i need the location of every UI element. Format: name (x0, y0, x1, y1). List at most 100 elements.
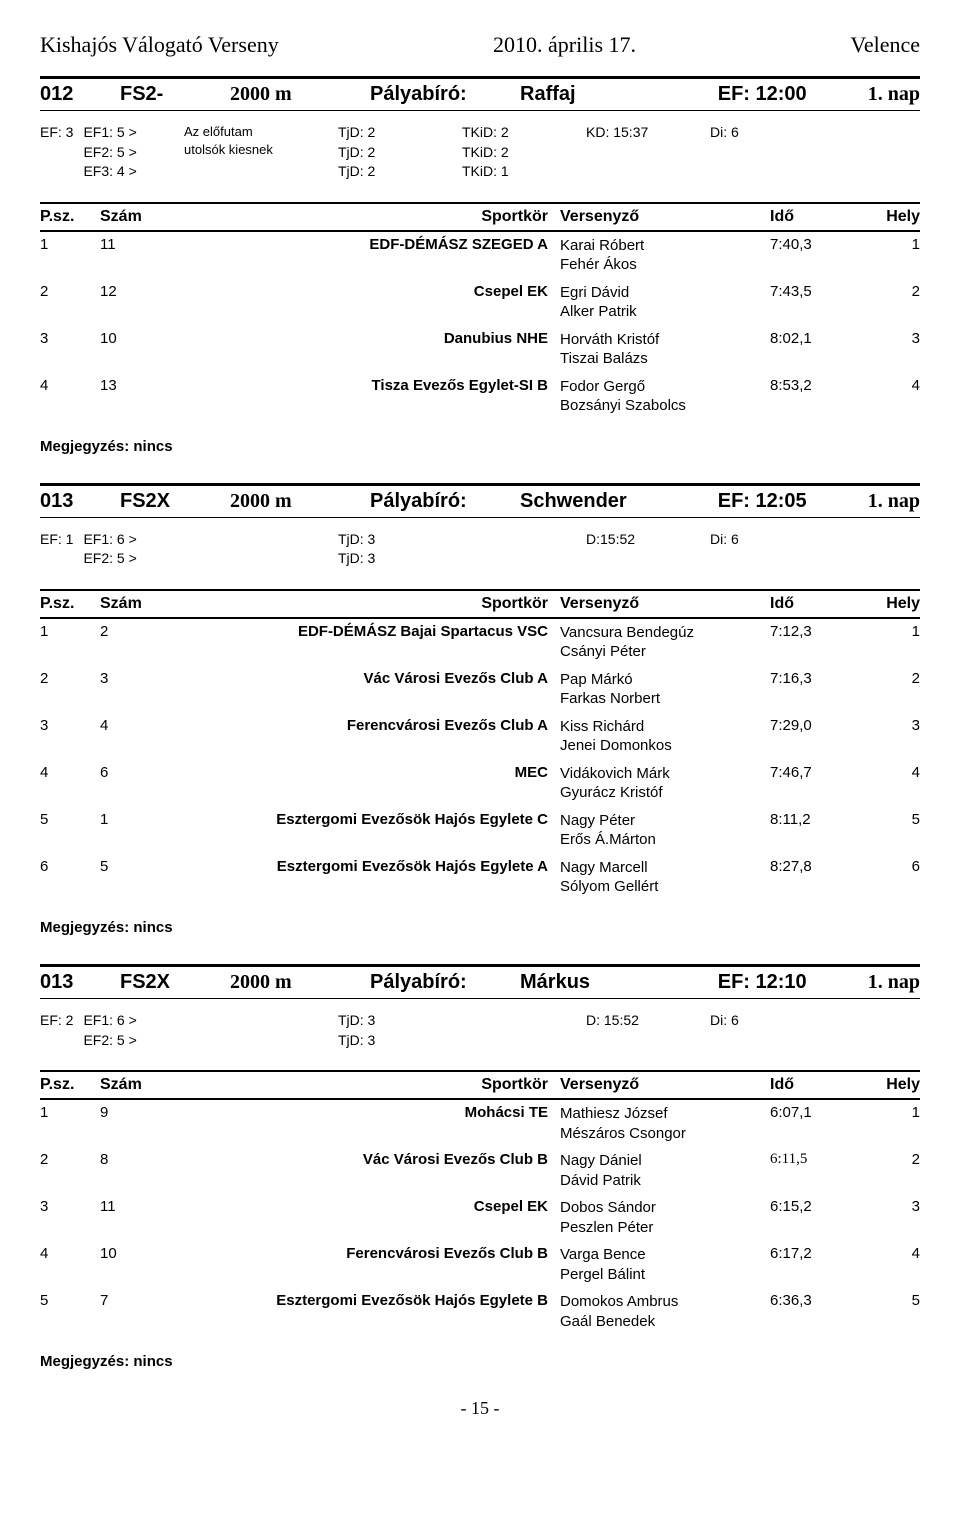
race-ef: EF: 12:05 (718, 490, 848, 513)
race-day: 1. nap (868, 490, 920, 513)
result-row: 23Vác Városi Evezős Club APap MárkóFarka… (40, 666, 920, 713)
cell-time: 7:43,5 (770, 283, 860, 300)
meta-kd: D:15:52 (586, 530, 686, 550)
th-time: Idő (770, 1076, 860, 1094)
meta-note: Az előfutamutolsók kiesnek (184, 123, 314, 159)
competitor-name: Vidákovich Márk (560, 764, 770, 784)
cell-club: Vác Városi Evezős Club B (170, 1151, 560, 1168)
meta-tjd: TjD: 3TjD: 3 (338, 530, 438, 569)
cell-names: Nagy PéterErős Á.Márton (560, 811, 770, 850)
competitor-name: Egri Dávid (560, 283, 770, 303)
cell-time: 8:11,2 (770, 811, 860, 828)
cell-time: 6:15,2 (770, 1198, 860, 1215)
cell-szam: 12 (100, 283, 170, 300)
competitor-name: Dobos Sándor (560, 1198, 770, 1218)
cell-place: 2 (860, 670, 920, 687)
cell-names: Horváth KristófTiszai Balázs (560, 330, 770, 369)
competitor-name: Horváth Kristóf (560, 330, 770, 350)
tkid-line: TKiD: 2 (462, 123, 562, 143)
result-row: 111EDF-DÉMÁSZ SZEGED AKarai RóbertFehér … (40, 232, 920, 279)
note-label: Megjegyzés: (40, 438, 133, 455)
cell-szam: 10 (100, 330, 170, 347)
note-line: Megjegyzés: nincs (40, 438, 920, 455)
cell-place: 4 (860, 377, 920, 394)
cell-psz: 4 (40, 764, 100, 781)
result-row: 19Mohácsi TEMathiesz JózsefMészáros Cson… (40, 1100, 920, 1147)
cell-names: Dobos SándorPeszlen Péter (560, 1198, 770, 1237)
cell-psz: 2 (40, 670, 100, 687)
meta-kd: KD: 15:37 (586, 123, 686, 143)
cell-psz: 6 (40, 858, 100, 875)
cell-psz: 4 (40, 1245, 100, 1262)
th-place: Hely (860, 595, 920, 613)
race-distance: 2000 m (230, 490, 350, 513)
header-right: Velence (850, 32, 920, 58)
competitor-name: Csányi Péter (560, 642, 770, 662)
meta-di: Di: 6 (710, 123, 770, 143)
competitor-name: Erős Á.Márton (560, 830, 770, 850)
cell-club: MEC (170, 764, 560, 781)
page-number: - 15 - (40, 1398, 920, 1419)
cell-names: Pap MárkóFarkas Norbert (560, 670, 770, 709)
competitor-name: Tiszai Balázs (560, 349, 770, 369)
page-header: Kishajós Válogató Verseny 2010. április … (40, 32, 920, 58)
cell-club: Csepel EK (170, 283, 560, 300)
meta-di: Di: 6 (710, 530, 770, 550)
cell-psz: 2 (40, 1151, 100, 1168)
note-value: nincs (133, 919, 172, 936)
competitor-name: Pap Márkó (560, 670, 770, 690)
cell-psz: 3 (40, 330, 100, 347)
note-line: Megjegyzés: nincs (40, 1353, 920, 1370)
race-meta: EF: 3EF1: 5 >EF2: 5 >EF3: 4 >Az előfutam… (40, 111, 920, 202)
note-line-text: Az előfutam (184, 123, 314, 141)
cell-time: 6:17,2 (770, 1245, 860, 1262)
tjd-line: TjD: 2 (338, 162, 438, 182)
competitor-name: Nagy Péter (560, 811, 770, 831)
cell-time: 8:53,2 (770, 377, 860, 394)
header-center: 2010. április 17. (493, 32, 636, 58)
cell-szam: 6 (100, 764, 170, 781)
result-row: 57Esztergomi Evezősök Hajós Egylete BDom… (40, 1288, 920, 1335)
race-block: 013FS2X2000 mPályabíró:SchwenderEF: 12:0… (40, 483, 920, 936)
cell-club: Tisza Evezős Egylet-SI B (170, 377, 560, 394)
meta-kd: D: 15:52 (586, 1011, 686, 1031)
competitor-name: Vancsura Bendegúz (560, 623, 770, 643)
result-row: 51Esztergomi Evezősök Hajós Egylete CNag… (40, 807, 920, 854)
race-code: 012 (40, 83, 100, 106)
result-row: 410Ferencvárosi Evezős Club BVarga Bence… (40, 1241, 920, 1288)
th-club: Sportkör (170, 1076, 560, 1094)
cell-szam: 10 (100, 1245, 170, 1262)
race-title-row: 013FS2X2000 mPályabíró:MárkusEF: 12:101.… (40, 964, 920, 999)
competitor-name: Domokos Ambrus (560, 1292, 770, 1312)
cell-psz: 5 (40, 811, 100, 828)
cell-psz: 1 (40, 1104, 100, 1121)
cell-szam: 9 (100, 1104, 170, 1121)
header-left: Kishajós Válogató Verseny (40, 32, 279, 58)
cell-time: 6:07,1 (770, 1104, 860, 1121)
cell-club: Ferencvárosi Evezős Club A (170, 717, 560, 734)
tjd-line: TjD: 2 (338, 143, 438, 163)
cell-names: Karai RóbertFehér Ákos (560, 236, 770, 275)
competitor-name: Varga Bence (560, 1245, 770, 1265)
cell-place: 3 (860, 330, 920, 347)
th-time: Idő (770, 595, 860, 613)
cell-names: Vancsura BendegúzCsányi Péter (560, 623, 770, 662)
cell-time: 8:27,8 (770, 858, 860, 875)
cell-szam: 4 (100, 717, 170, 734)
note-line: Megjegyzés: nincs (40, 919, 920, 936)
ef-line: EF1: 6 > (83, 530, 136, 550)
tjd-line: TjD: 3 (338, 1031, 438, 1051)
competitor-name: Gyurácz Kristóf (560, 783, 770, 803)
cell-club: Danubius NHE (170, 330, 560, 347)
th-psz: P.sz. (40, 1076, 100, 1094)
cell-names: Mathiesz JózsefMészáros Csongor (560, 1104, 770, 1143)
result-row: 12EDF-DÉMÁSZ Bajai Spartacus VSCVancsura… (40, 619, 920, 666)
ef-lines: EF1: 6 >EF2: 5 > (83, 1011, 136, 1050)
cell-club: Csepel EK (170, 1198, 560, 1215)
cell-names: Nagy MarcellSólyom Gellért (560, 858, 770, 897)
cell-szam: 7 (100, 1292, 170, 1309)
race-day: 1. nap (868, 83, 920, 106)
th-competitor: Versenyző (560, 208, 770, 226)
race-block: 012FS2-2000 mPályabíró:RaffajEF: 12:001.… (40, 76, 920, 455)
th-competitor: Versenyző (560, 595, 770, 613)
